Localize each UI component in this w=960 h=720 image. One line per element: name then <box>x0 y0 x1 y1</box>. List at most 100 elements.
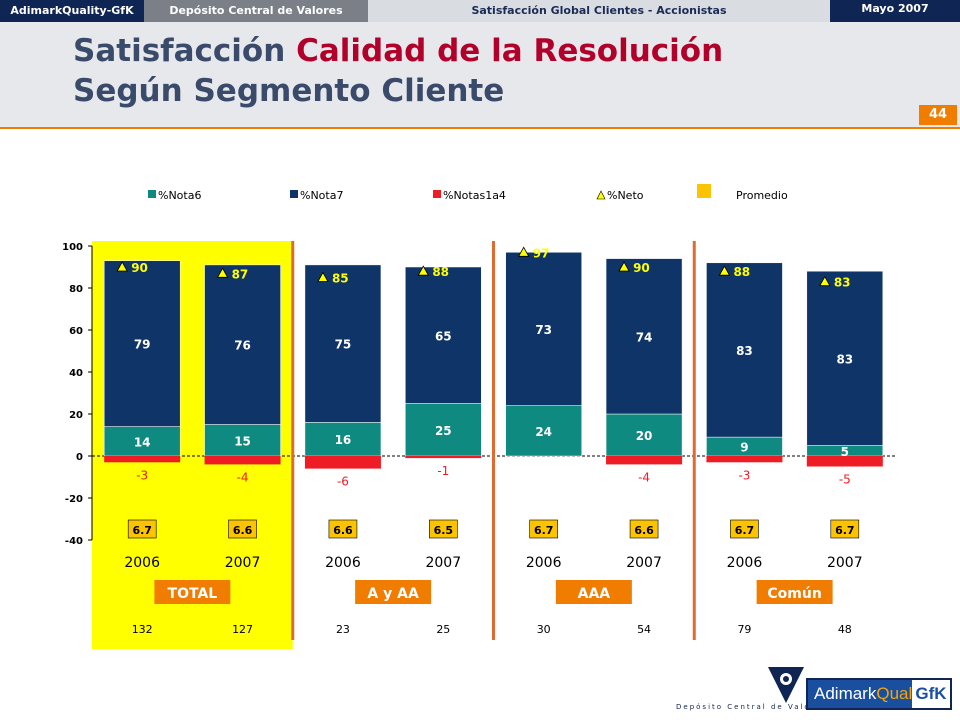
promedio-value: 6.7 <box>735 524 755 537</box>
legend-swatch <box>148 190 156 198</box>
data-label-nota7: 75 <box>335 338 352 352</box>
data-label-notas1a4: -4 <box>638 470 650 484</box>
promedio-value: 6.7 <box>534 524 554 537</box>
bar-nota6 <box>103 426 181 457</box>
x-tick-label: 2006 <box>526 555 562 571</box>
data-label-notas1a4: -5 <box>839 473 851 487</box>
promedio-box <box>328 519 358 539</box>
bar-notas1a4 <box>706 456 783 463</box>
data-label-nota7: 76 <box>234 339 251 353</box>
sample-size: 23 <box>336 623 350 636</box>
data-label-notas1a4: -1 <box>437 464 449 478</box>
neto-marker <box>116 261 128 272</box>
promedio-box <box>228 519 257 539</box>
page-title: Satisfacción Calidad de la Resolución <box>73 33 723 69</box>
gfk-logo-gfk: GfK <box>912 680 950 708</box>
y-tick-label: -40 <box>65 536 83 547</box>
group-label-box <box>154 580 231 604</box>
x-tick-label: 2007 <box>626 555 662 571</box>
bar-nota6 <box>204 424 281 457</box>
dcv-logo-icon <box>768 667 804 703</box>
data-label-nota6: 20 <box>636 429 653 443</box>
y-tick-label: 40 <box>69 368 83 379</box>
report-title-tab: Satisfacción Global Clientes - Accionist… <box>368 0 830 22</box>
promedio-value: 6.6 <box>233 524 253 537</box>
bar-nota7 <box>605 258 683 415</box>
neto-marker <box>317 271 329 282</box>
data-label-nota6: 9 <box>740 441 748 455</box>
page-subtitle: Según Segmento Cliente <box>73 73 505 109</box>
group-label: A y AA <box>367 586 419 602</box>
sample-size: 54 <box>637 623 651 636</box>
data-label-nota6: 24 <box>535 425 552 439</box>
bar-nota7 <box>405 266 482 404</box>
legend-label-promedio: Promedio <box>736 189 788 202</box>
group-label: AAA <box>578 586 611 602</box>
y-tick-label: 20 <box>69 410 83 421</box>
bar-nota7 <box>103 260 181 427</box>
x-tick-label: 2006 <box>727 555 763 571</box>
data-label-nota7: 79 <box>134 338 151 352</box>
promedio-value: 6.7 <box>835 524 855 537</box>
x-tick-label: 2007 <box>425 555 461 571</box>
legend-label: %Notas1a4 <box>443 189 506 202</box>
promedio-value: 6.6 <box>634 524 654 537</box>
neto-marker <box>518 246 530 257</box>
legend-swatch <box>290 190 298 198</box>
promedio-value: 6.7 <box>132 524 152 537</box>
legend-swatch <box>433 190 441 198</box>
bar-nota7 <box>304 264 382 423</box>
data-label-nota6: 16 <box>335 433 352 447</box>
sample-size: 79 <box>737 623 751 636</box>
title-prefix: Satisfacción <box>73 33 297 69</box>
bar-nota6 <box>405 403 482 457</box>
data-label-nota6: 14 <box>134 435 151 449</box>
bar-nota7 <box>706 262 783 438</box>
promedio-box <box>529 519 558 539</box>
sample-size: 132 <box>132 623 153 636</box>
title-highlight: Calidad de la Resolución <box>296 33 724 69</box>
x-tick-label: 2006 <box>124 555 160 571</box>
brand-tab: AdimarkQuality-GfK <box>0 0 144 22</box>
group-label: Común <box>767 586 821 602</box>
adimark-gfk-logo: AdimarkQuality GfK <box>806 678 952 710</box>
data-label-neto: 87 <box>232 267 249 281</box>
sample-size: 48 <box>838 623 852 636</box>
bar-nota7 <box>204 264 281 425</box>
bar-notas1a4 <box>104 456 181 463</box>
promedio-box <box>830 519 860 539</box>
promedio-value: 6.6 <box>333 524 353 537</box>
sample-size: 127 <box>232 623 253 636</box>
bar-nota7 <box>806 270 884 446</box>
sample-size: 30 <box>537 623 551 636</box>
bar-nota6 <box>505 405 582 457</box>
slide-header <box>0 22 960 128</box>
promedio-box <box>127 519 157 539</box>
legend-swatch-promedio <box>697 184 711 198</box>
x-tick-label: 2007 <box>225 555 261 571</box>
neto-marker <box>417 265 429 276</box>
data-label-neto: 88 <box>733 265 750 279</box>
neto-marker <box>819 275 831 287</box>
neto-marker <box>618 261 630 272</box>
dcv-caption: Depósito Central de Valores <box>676 703 828 711</box>
promedio-box <box>429 519 458 539</box>
data-label-neto: 97 <box>533 246 550 260</box>
data-label-neto: 85 <box>332 272 349 286</box>
page-number-badge: 44 <box>919 105 957 125</box>
bar-nota6 <box>605 413 683 457</box>
data-label-neto: 88 <box>432 265 449 279</box>
bar-nota7 <box>505 252 582 406</box>
bar-notas1a4 <box>606 456 683 465</box>
y-tick-label: 0 <box>76 452 83 463</box>
group-label-box <box>756 580 833 604</box>
x-tick-label: 2007 <box>827 555 863 571</box>
data-label-notas1a4: -3 <box>738 468 750 482</box>
y-tick-label: 100 <box>62 242 83 253</box>
date-tab: Mayo 2007 <box>830 0 960 22</box>
data-label-nota7: 83 <box>836 352 853 366</box>
data-label-notas1a4: -6 <box>337 475 349 489</box>
group-label: TOTAL <box>168 586 218 602</box>
legend-label: %Nota7 <box>300 189 343 202</box>
